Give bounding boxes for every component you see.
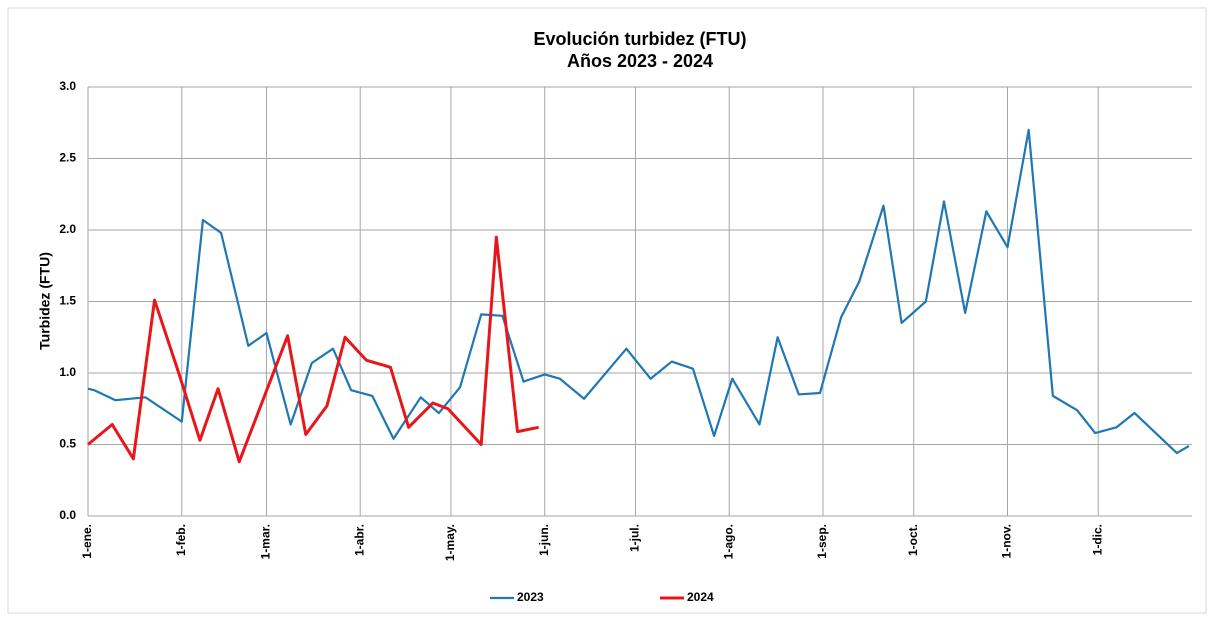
y-tick-label: 2.0 <box>59 222 76 236</box>
y-tick-label: 1.0 <box>59 365 76 379</box>
chart-subtitle: Años 2023 - 2024 <box>567 51 713 71</box>
x-tick-label: 1-feb. <box>174 524 188 556</box>
x-tick-label: 1-abr. <box>352 524 366 556</box>
legend-label: 2024 <box>687 590 714 604</box>
legend-label: 2023 <box>517 590 544 604</box>
x-tick-label: 1-sep. <box>815 524 829 559</box>
chart-frame <box>7 7 1207 614</box>
x-tick-label: 1-mar. <box>259 524 273 559</box>
y-axis-label: Turbidez (FTU) <box>37 252 53 350</box>
x-tick-label: 1-oct. <box>906 524 920 556</box>
x-tick-label: 1-dic. <box>1090 524 1104 555</box>
x-tick-label: 1-may. <box>443 524 457 561</box>
chart-title: Evolución turbidez (FTU) <box>534 29 747 49</box>
y-tick-label: 3.0 <box>59 79 76 93</box>
x-tick-label: 1-ene. <box>80 524 94 559</box>
y-tick-label: 0.0 <box>59 508 76 522</box>
y-tick-label: 2.5 <box>59 151 76 165</box>
x-tick-label: 1-ago. <box>721 524 735 559</box>
line-series <box>87 235 539 464</box>
x-tick-label: 1-nov. <box>1000 524 1014 558</box>
x-tick-label: 1-jun. <box>537 524 551 556</box>
x-tick-label: 1-jul. <box>628 524 642 552</box>
line-series <box>87 128 1190 455</box>
y-tick-label: 0.5 <box>59 437 76 451</box>
y-tick-label: 1.5 <box>59 294 76 308</box>
